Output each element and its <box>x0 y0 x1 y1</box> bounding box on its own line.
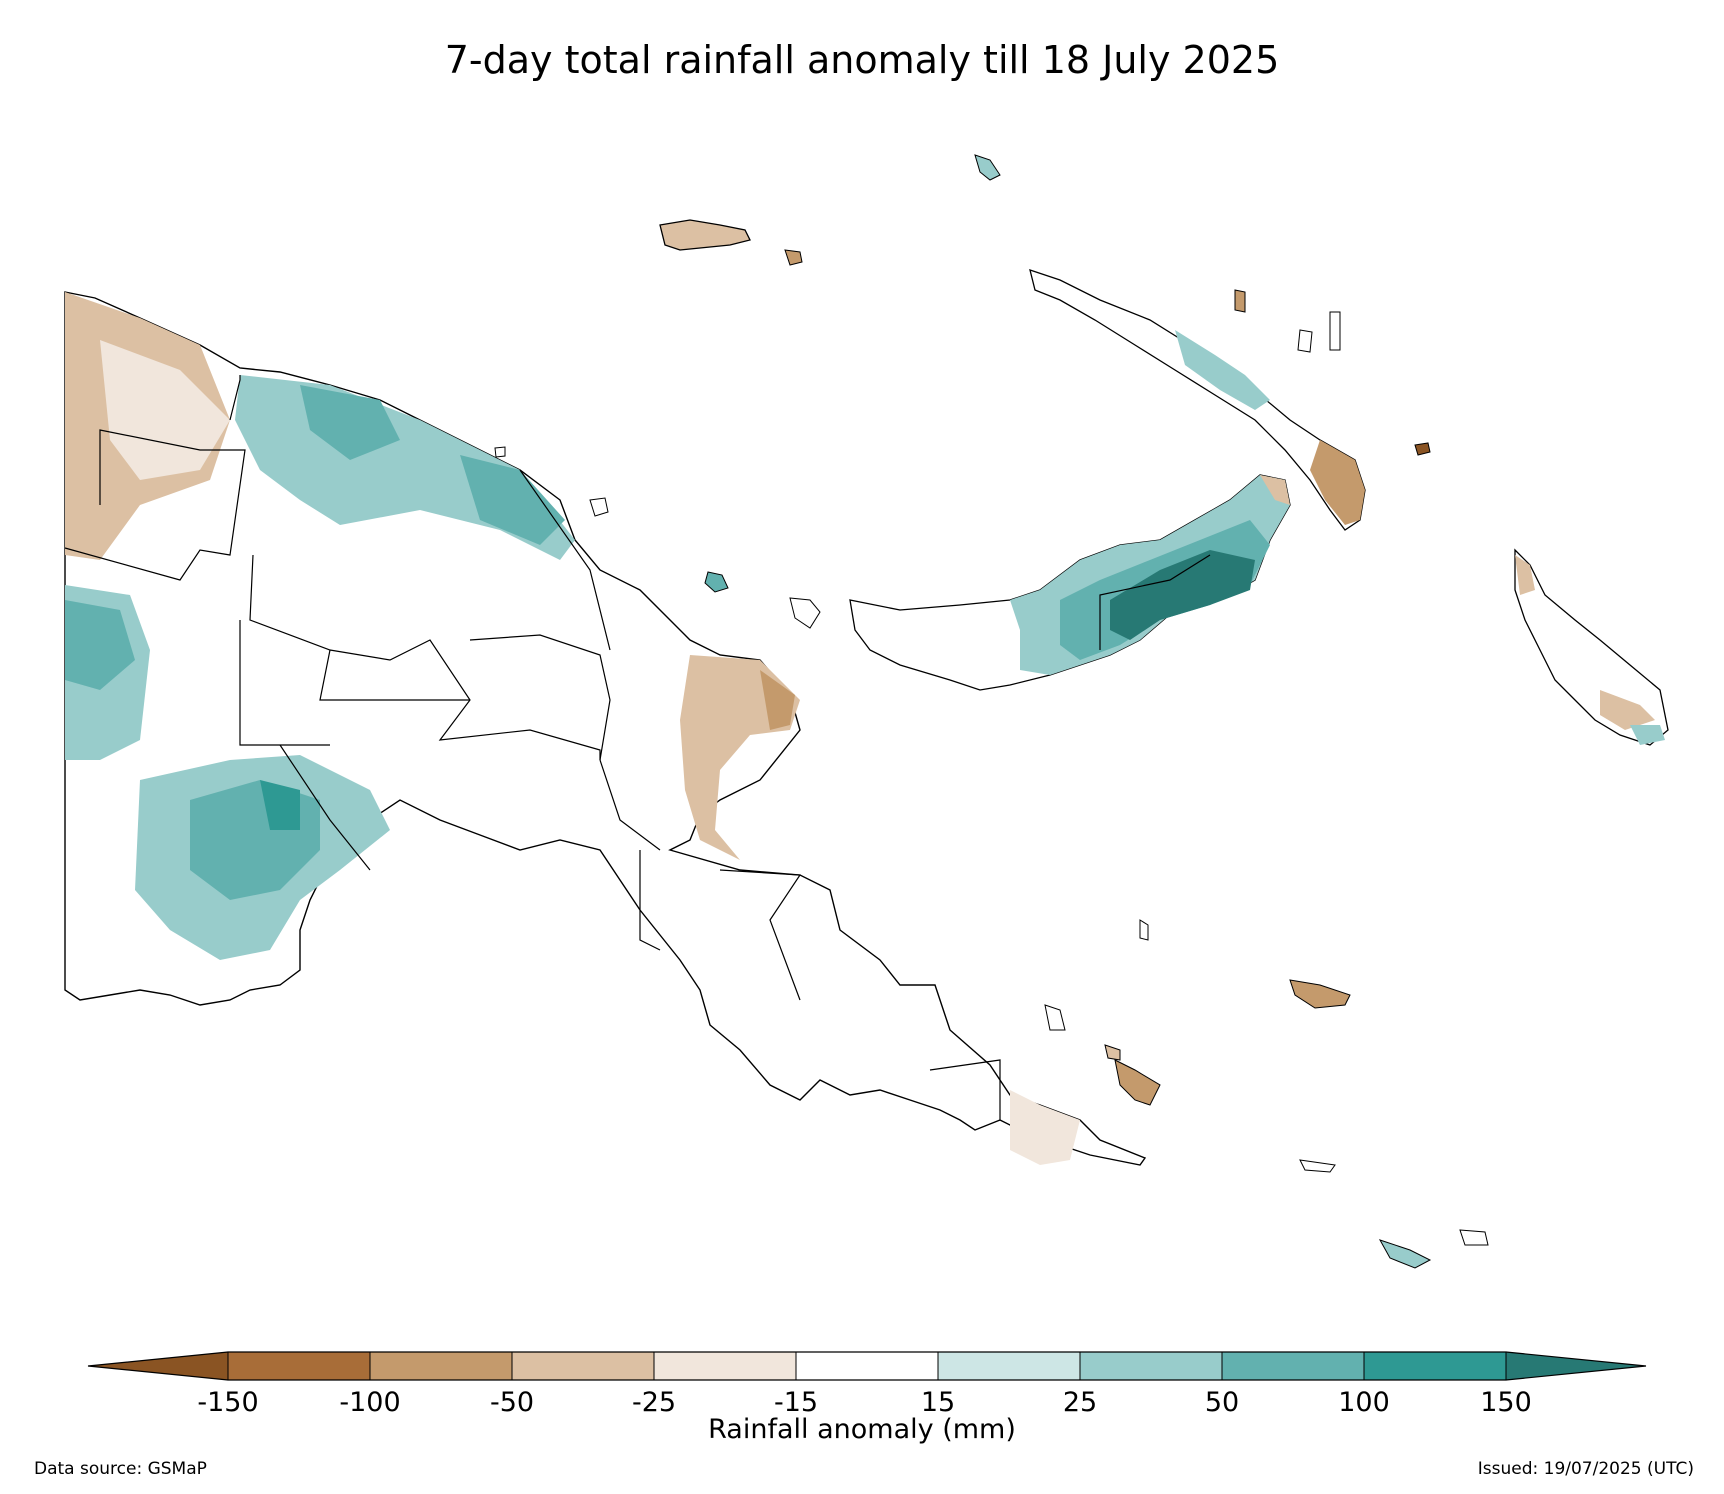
dry-patch-morobe-core <box>760 670 795 730</box>
dry-patch-northwest-light <box>100 340 230 480</box>
dry-patch-bougainville-south <box>1600 690 1655 730</box>
bougainville-outline <box>1514 548 1669 746</box>
rainfall-anomaly-map <box>64 154 1669 1269</box>
colorbar-bin-1 <box>228 1352 370 1380</box>
colorbar-bin-9 <box>1364 1352 1506 1380</box>
new-britain-island <box>849 474 1291 691</box>
colorbar-bin-8 <box>1222 1352 1364 1380</box>
province-borders <box>64 375 1001 1120</box>
data-source-note: Data source: GSMaP <box>34 1459 207 1479</box>
dry-patch-central <box>1010 1090 1080 1165</box>
small-islands <box>494 154 1489 1269</box>
map-title: 7-day total rainfall anomaly till 18 Jul… <box>444 38 1280 82</box>
colorbar-tick: 15 <box>920 1387 956 1418</box>
colorbar-tick: 50 <box>1204 1387 1240 1418</box>
manus-outline <box>659 219 751 251</box>
dry-patch-gazelle <box>1260 475 1290 505</box>
colorbar-tick: 150 <box>1480 1387 1532 1418</box>
colorbar-bin-6 <box>938 1352 1080 1380</box>
colorbar-bin-4 <box>654 1352 796 1380</box>
wet-patch-west-border-core <box>65 600 135 690</box>
colorbar-under-triangle <box>88 1352 228 1380</box>
east-new-britain-border <box>1099 554 1211 650</box>
bougainville-island <box>1514 548 1669 746</box>
issued-date-note: Issued: 19/07/2025 (UTC) <box>1477 1459 1694 1479</box>
wet-patch-east-sepik <box>460 455 565 545</box>
wet-patch-bougainville <box>1630 725 1665 745</box>
colorbar-tick: -100 <box>339 1387 401 1418</box>
colorbar-tick: -25 <box>631 1387 677 1418</box>
wet-patch-western-province-max <box>260 780 300 830</box>
manus-island <box>659 219 803 266</box>
wet-patch-new-ireland <box>1175 330 1270 410</box>
colorbar-tick: -50 <box>489 1387 535 1418</box>
colorbar-tick: -15 <box>773 1387 819 1418</box>
colorbar-label: Rainfall anomaly (mm) <box>708 1414 1016 1445</box>
colorbar-bin-2 <box>370 1352 512 1380</box>
new-ireland-island <box>1029 269 1366 531</box>
colorbar-tick: 100 <box>1338 1387 1390 1418</box>
dry-patch-bougainville <box>1515 555 1535 595</box>
colorbar-bin-3 <box>512 1352 654 1380</box>
wet-patch-new-britain-max <box>1110 550 1255 640</box>
wet-patch-sepik-core <box>300 385 400 460</box>
colorbar-bin-5 <box>796 1352 938 1380</box>
dry-patch-new-ireland <box>1310 440 1365 525</box>
colorbar-tick: -150 <box>197 1387 259 1418</box>
colorbar-over-triangle <box>1506 1352 1646 1380</box>
colorbar-tick: 25 <box>1062 1387 1098 1418</box>
colorbar-bin-7 <box>1080 1352 1222 1380</box>
